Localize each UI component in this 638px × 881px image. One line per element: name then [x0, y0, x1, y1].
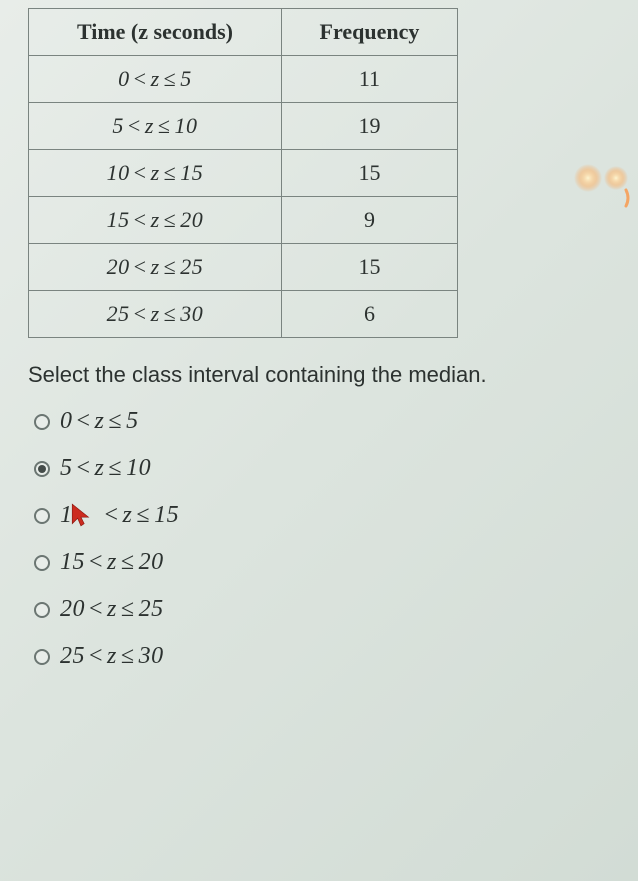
- table-row: 15<z≤209: [29, 197, 458, 244]
- radio-button[interactable]: [34, 414, 50, 430]
- interval-cell: 5<z≤10: [29, 103, 282, 150]
- interval-cell: 0<z≤5: [29, 56, 282, 103]
- interval-cell: 20<z≤25: [29, 244, 282, 291]
- frequency-cell: 19: [281, 103, 457, 150]
- answer-option[interactable]: 1<z≤15: [34, 502, 610, 529]
- option-label: 25<z≤30: [60, 643, 164, 670]
- frequency-cell: 11: [281, 56, 457, 103]
- radio-button[interactable]: [34, 602, 50, 618]
- answer-option[interactable]: 15<z≤20: [34, 549, 610, 576]
- radio-button[interactable]: [34, 555, 50, 571]
- interval-cell: 10<z≤15: [29, 150, 282, 197]
- option-label: 20<z≤25: [60, 596, 164, 623]
- table-row: 5<z≤1019: [29, 103, 458, 150]
- answer-option[interactable]: 5<z≤10: [34, 455, 610, 482]
- worksheet-page: Time (z seconds) Frequency 0<z≤5115<z≤10…: [0, 0, 638, 710]
- option-label: 5<z≤10: [60, 455, 151, 482]
- question-prompt: Select the class interval containing the…: [28, 362, 610, 388]
- interval-cell: 15<z≤20: [29, 197, 282, 244]
- option-label: 15<z≤20: [60, 549, 164, 576]
- header-time: Time (z seconds): [29, 9, 282, 56]
- option-label: 0<z≤5: [60, 408, 139, 435]
- frequency-cell: 9: [281, 197, 457, 244]
- header-time-text: Time (z seconds): [77, 19, 233, 44]
- answer-option[interactable]: 25<z≤30: [34, 643, 610, 670]
- header-frequency: Frequency: [281, 9, 457, 56]
- option-label: 1<z≤15: [60, 502, 179, 529]
- table-header-row: Time (z seconds) Frequency: [29, 9, 458, 56]
- frequency-cell: 15: [281, 244, 457, 291]
- answer-option[interactable]: 20<z≤25: [34, 596, 610, 623]
- header-frequency-text: Frequency: [320, 19, 420, 44]
- radio-button[interactable]: [34, 649, 50, 665]
- answer-option[interactable]: 0<z≤5: [34, 408, 610, 435]
- radio-button[interactable]: [34, 508, 50, 524]
- table-row: 0<z≤511: [29, 56, 458, 103]
- answer-options: 0<z≤5 5<z≤10 1<z≤15 15<z≤20 20<z≤25 25<z≤30: [28, 408, 610, 670]
- interval-cell: 25<z≤30: [29, 291, 282, 338]
- radio-button[interactable]: [34, 461, 50, 477]
- table-row: 25<z≤306: [29, 291, 458, 338]
- frequency-table: Time (z seconds) Frequency 0<z≤5115<z≤10…: [28, 8, 458, 338]
- frequency-cell: 15: [281, 150, 457, 197]
- table-row: 20<z≤2515: [29, 244, 458, 291]
- table-row: 10<z≤1515: [29, 150, 458, 197]
- frequency-cell: 6: [281, 291, 457, 338]
